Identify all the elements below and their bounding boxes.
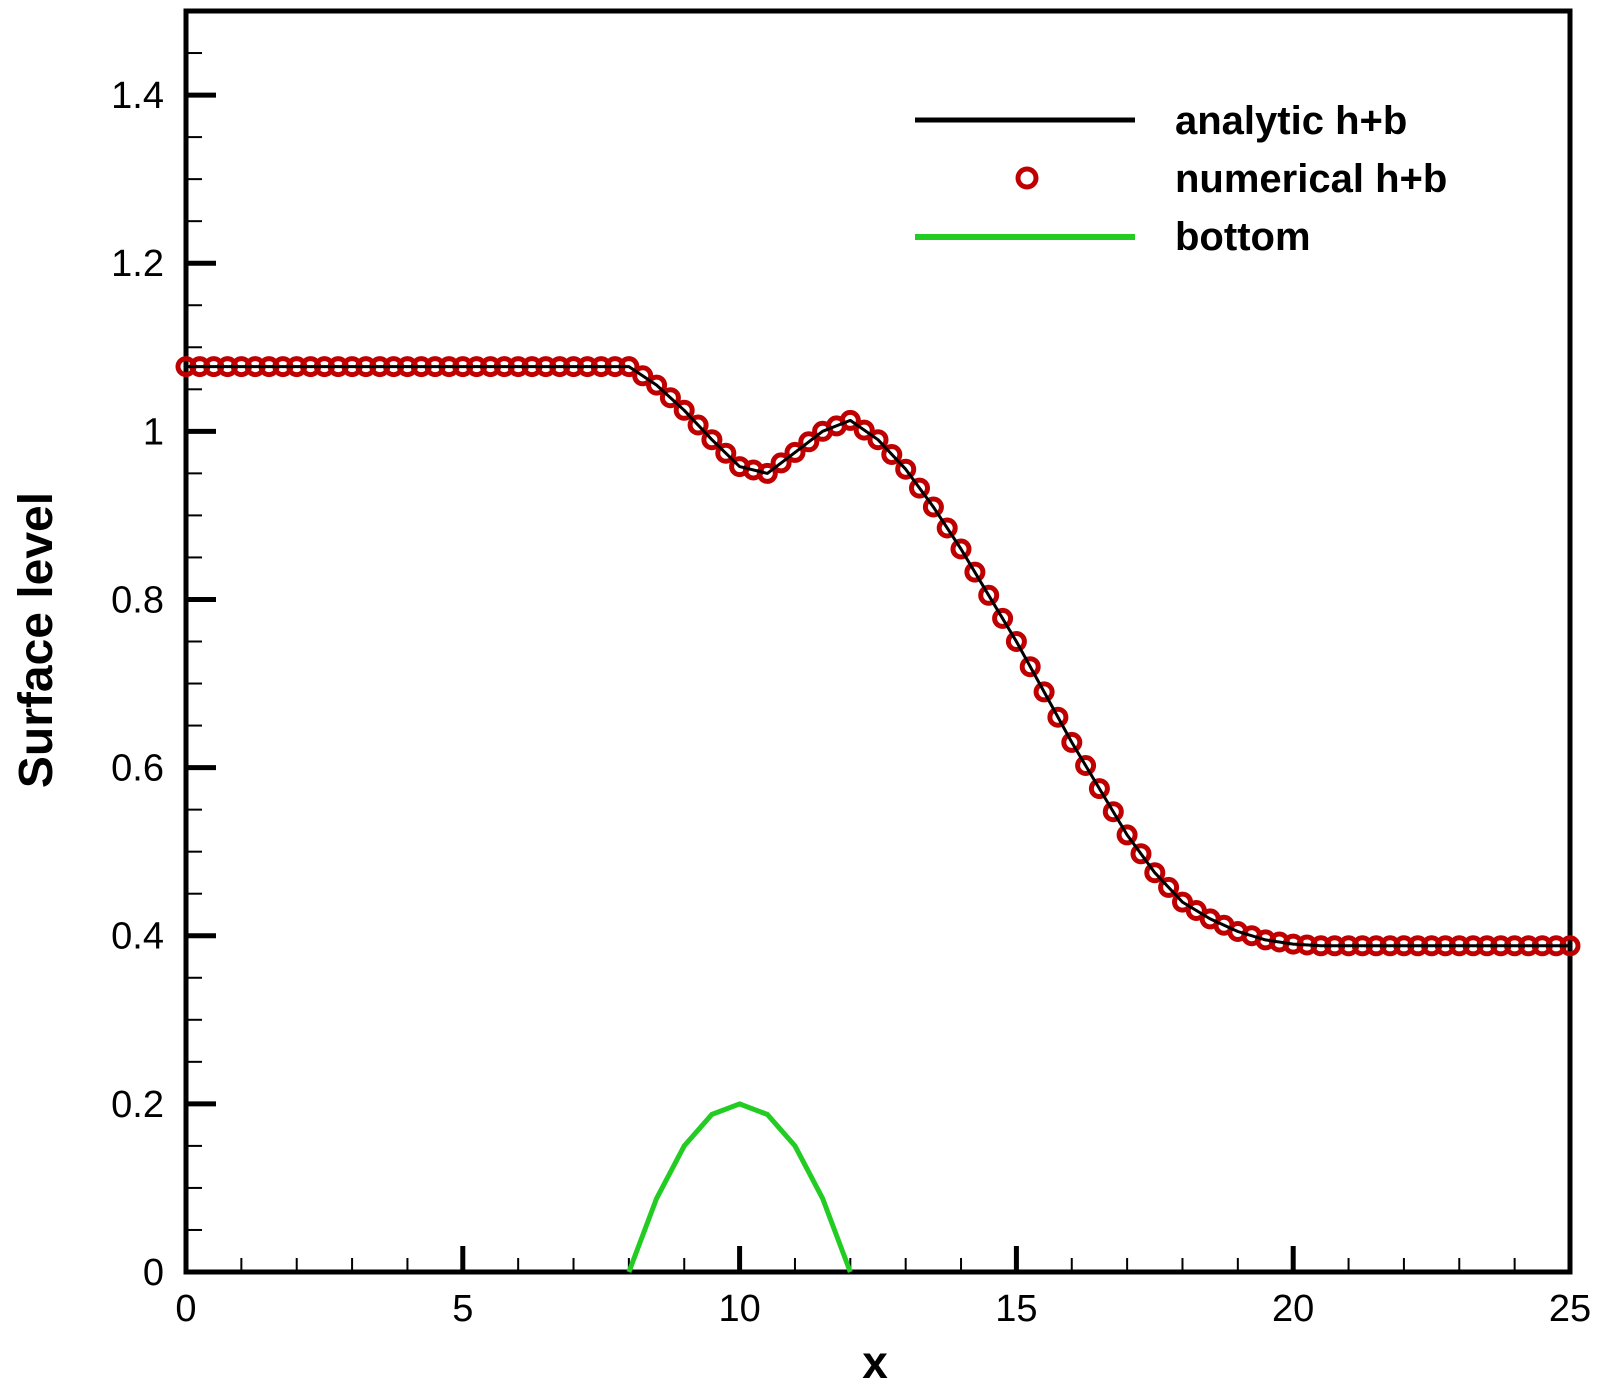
- numerical-marker: [895, 458, 917, 480]
- axis-ticks: 0 5 10 15 20 25 0 0.2 0.4 0.6 0.8 1 1.2 1.4: [111, 10, 1591, 1330]
- numerical-marker: [1102, 801, 1124, 823]
- numerical-marker: [770, 452, 792, 474]
- legend-numerical-label: numerical h+b: [1175, 157, 1447, 201]
- numerical-marker: [1116, 824, 1138, 846]
- numerical-marker: [1019, 656, 1041, 678]
- y-tick-label: 0.8: [111, 579, 164, 621]
- numerical-marker: [1033, 681, 1055, 703]
- x-tick-label: 20: [1272, 1288, 1314, 1330]
- legend-analytic-label: analytic h+b: [1175, 99, 1407, 143]
- numerical-marker: [673, 399, 695, 421]
- legend-numerical-swatch: [1015, 166, 1039, 190]
- numerical-marker: [964, 561, 986, 583]
- numerical-marker: [909, 477, 930, 499]
- x-tick-label: 0: [175, 1288, 196, 1330]
- series-bottom-line: [626, 1101, 853, 1273]
- numerical-marker: [978, 584, 1000, 606]
- y-tick-label: 0: [143, 1252, 164, 1294]
- y-tick-label: 1.4: [111, 75, 164, 117]
- y-tick-label: 1.2: [111, 243, 164, 285]
- x-tick-label: 5: [452, 1288, 473, 1330]
- numerical-marker: [1005, 631, 1027, 652]
- x-tick-label: 15: [995, 1288, 1037, 1330]
- y-tick-label: 0.4: [111, 916, 164, 958]
- numerical-marker: [1075, 755, 1097, 776]
- numerical-marker: [632, 365, 654, 387]
- numerical-marker: [1130, 843, 1152, 865]
- y-tick-label: 0.2: [111, 1084, 164, 1126]
- x-tick-label: 10: [718, 1288, 760, 1330]
- numerical-marker: [701, 429, 723, 451]
- numerical-marker: [1088, 778, 1110, 800]
- legend-bottom-label: bottom: [1175, 215, 1311, 259]
- numerical-marker: [756, 462, 778, 484]
- numerical-marker: [715, 442, 737, 464]
- numerical-marker: [1144, 862, 1166, 884]
- numerical-marker: [687, 414, 709, 436]
- legend: analytic h+b numerical h+b bottom: [915, 99, 1447, 259]
- numerical-marker: [881, 444, 903, 465]
- numerical-marker: [1047, 706, 1069, 728]
- numerical-marker: [950, 538, 972, 560]
- numerical-marker: [922, 496, 944, 518]
- series-layer: [175, 356, 1581, 1273]
- numerical-marker: [798, 431, 820, 453]
- numerical-marker: [784, 441, 806, 463]
- numerical-marker: [936, 517, 958, 539]
- numerical-marker: [1158, 876, 1180, 898]
- x-axis-title: x: [862, 1336, 888, 1388]
- numerical-marker: [839, 409, 861, 431]
- y-tick-label: 1: [143, 411, 164, 453]
- y-axis-title: Surface level: [10, 492, 63, 788]
- numerical-marker: [853, 419, 875, 441]
- numerical-marker: [867, 429, 889, 451]
- numerical-marker: [646, 374, 668, 396]
- numerical-marker: [659, 387, 681, 409]
- numerical-marker: [1061, 731, 1083, 753]
- y-tick-label: 0.6: [111, 748, 164, 790]
- x-tick-label: 25: [1549, 1288, 1591, 1330]
- numerical-marker: [992, 607, 1014, 629]
- series-analytic-line: [186, 365, 1570, 948]
